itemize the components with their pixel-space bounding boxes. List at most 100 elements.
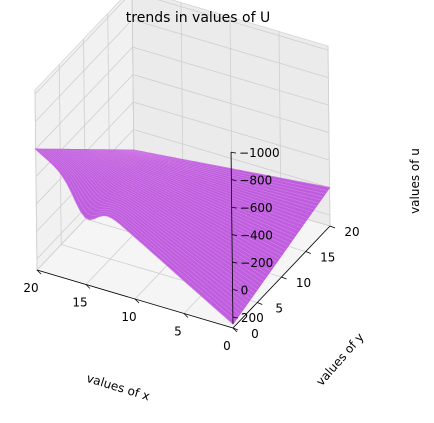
x-tick-label: 0 [223,339,231,353]
y-tick-label: 10 [296,276,311,290]
surface-line-x [143,170,241,245]
surface-line-x [152,172,250,253]
y-axis-label: values of y [313,330,366,388]
z-tick-mark [231,206,237,209]
surface-line-x [129,167,228,233]
surface-line-x [102,162,201,216]
z-tick-label: −400 [240,229,273,243]
z-tick-label: 200 [241,311,264,325]
y-tick-mark [257,302,263,305]
surface-line-x [228,186,326,321]
x-tick-label: 15 [72,296,87,310]
surface-line-x [165,174,263,265]
surface-line-x [210,183,308,305]
chart-title: trends in values of U [126,10,270,26]
surface-line-x [66,155,165,184]
surface-line-x [201,181,299,297]
surface-line-x [35,148,134,151]
z-tick-label: −800 [239,174,272,188]
z-tick-mark [231,234,238,236]
z-axis-label: values of u [408,148,422,214]
surface-line-x [85,159,183,218]
surface-line-x [138,169,237,241]
surface-line-x [161,173,259,261]
surface-line-x [40,150,139,154]
surface-line-x [107,163,206,217]
surface-line-x [80,158,179,212]
side-grid-z [35,19,133,122]
z-axis-line [230,152,234,324]
surface-line-x [219,184,317,313]
z-tick-mark [230,151,237,154]
surface-line-x [53,153,152,166]
surface-line-x [147,171,246,249]
surface-line-x [156,172,255,257]
side-grid-z [35,46,133,150]
z-tick-label: −200 [240,256,273,270]
y-tick-label: 0 [251,327,259,341]
back-grid-x [327,45,331,227]
surface-line-x [116,165,215,222]
back-grid-z [132,74,330,133]
back-grid-z [133,101,330,161]
surface-line-x [178,177,277,277]
side-grid-z [34,0,126,95]
x-tick-mark [85,284,91,289]
x-tick-mark [36,269,42,275]
surface-line-x [89,160,188,220]
back-grid-x [229,16,233,198]
y-tick-mark [281,276,287,280]
surface-line-x [232,187,330,325]
x-tick-mark [183,313,189,318]
surface-line-x [49,152,148,162]
y-tick-mark [232,327,239,331]
y-tick-label: 15 [320,251,335,265]
surface-mesh [34,148,331,325]
surface-line-x [125,166,223,229]
back-grid-x [180,2,184,183]
surface-line-x [93,160,192,219]
side-grid-y [34,89,38,271]
surface-line-x [71,156,170,193]
surface-line-x [111,164,210,219]
z-tick-label: −600 [240,201,273,215]
y-tick-label: 20 [344,225,359,239]
z-tick-mark [232,289,238,291]
surface-line-x [205,182,304,301]
z-tick-mark [231,179,237,181]
surface-line-x [134,168,232,237]
surface-line-x [75,157,174,203]
back-grid-z [132,19,329,78]
surface-line-x [174,176,272,273]
surface-line-x [44,151,143,158]
y-tick-mark [329,225,336,229]
x-tick-mark [134,298,140,304]
z-tick-label: −1000 [239,146,280,160]
surface-line-x [223,185,321,317]
side-grid-y [131,0,135,169]
back-grid-z [132,46,329,106]
surface-line-x [187,178,286,285]
surface-line-x [120,166,219,225]
y-tick-mark [305,251,311,254]
x-tick-label: 20 [23,281,38,295]
surface-line-x [192,179,290,289]
back-grid-z [133,129,330,188]
surface-line-x [62,154,161,177]
surface-line-x [58,154,157,171]
y-tick-label: 5 [275,302,283,316]
surface-line-x [196,180,295,293]
x-tick-label: 5 [174,325,182,339]
z-tick-mark [232,316,238,319]
x-tick-label: 10 [121,310,136,324]
z-tick-label: 0 [241,284,249,298]
surface-line-x [98,161,197,217]
tick-labels: 20 15 10 5 0 0 5 10 15 20 −1000 −800 −600 −400 −200 0 20… [23,146,359,353]
z-tick-mark [232,261,238,264]
surface-line-x [170,175,268,269]
x-axis-label: values of x [85,371,152,403]
surface-line-x [214,183,312,309]
back-grid-z [157,0,329,51]
